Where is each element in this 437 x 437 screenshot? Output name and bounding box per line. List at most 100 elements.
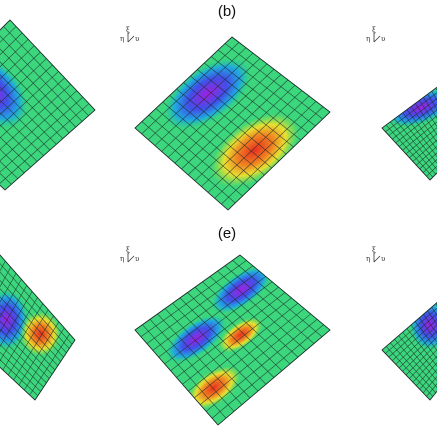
mesh-line — [0, 148, 25, 174]
mesh-line — [394, 118, 437, 171]
surface-fill — [135, 37, 330, 210]
mesh-line — [183, 82, 280, 162]
mesh-line — [24, 327, 65, 391]
surface-plot — [134, 254, 331, 426]
mesh-line — [148, 114, 243, 197]
mesh-line — [182, 297, 292, 385]
axis-arrow — [127, 35, 135, 43]
mesh-line — [149, 319, 235, 412]
mesh-line — [205, 319, 318, 412]
mesh-line — [194, 308, 305, 399]
mesh-line — [419, 100, 437, 128]
mesh-line — [201, 90, 303, 187]
axis-icon: ξη υ — [366, 26, 385, 43]
surface-fill — [135, 255, 330, 425]
mesh-line — [164, 308, 251, 399]
surface-edge — [381, 86, 437, 181]
mesh-line — [179, 297, 267, 385]
mesh-line — [0, 359, 39, 396]
mesh-line — [0, 328, 50, 379]
mesh-line — [409, 349, 437, 379]
mesh-line — [402, 112, 437, 157]
mesh-line — [172, 303, 259, 392]
mesh-line — [419, 317, 437, 343]
axis-icon-label: υ — [381, 255, 385, 263]
mesh-line — [0, 112, 44, 156]
surface-plot — [0, 19, 96, 191]
axis-icon: ξη υ — [120, 246, 139, 263]
surface-color — [211, 265, 272, 314]
mesh-line — [142, 324, 227, 419]
mesh-line — [0, 273, 17, 303]
surface-edge — [0, 254, 76, 401]
mesh-line — [0, 351, 41, 392]
mesh-line — [221, 106, 324, 205]
mesh-line — [207, 95, 310, 193]
mesh-line — [211, 324, 324, 419]
surface-plot — [134, 36, 331, 211]
surface-color — [187, 366, 241, 410]
mesh-line — [422, 158, 437, 173]
axis-icon-label: υ — [135, 255, 139, 263]
mesh-line — [188, 302, 299, 392]
mesh-line — [18, 321, 60, 386]
mesh-line — [0, 344, 44, 388]
mesh-line — [419, 152, 437, 170]
mesh-line — [0, 312, 56, 371]
mesh-line — [412, 355, 437, 383]
mesh-line — [410, 106, 437, 143]
mesh-line — [0, 161, 19, 179]
mesh-line — [176, 88, 272, 169]
mesh-line — [13, 315, 54, 381]
mesh-line — [169, 95, 265, 176]
mesh-line — [427, 310, 437, 326]
mesh-line — [406, 109, 437, 150]
panel-label: (e) — [218, 225, 236, 242]
mesh-line — [423, 97, 437, 119]
mesh-line — [214, 101, 317, 199]
mesh-line — [0, 99, 51, 151]
mesh-line — [385, 346, 434, 397]
mesh-line — [409, 133, 437, 158]
mesh-line — [157, 313, 243, 405]
mesh-line — [0, 51, 41, 92]
surface-plot — [0, 254, 76, 401]
axis-icon: ξη υ — [120, 26, 139, 43]
mesh-line — [162, 101, 258, 183]
surface-fill — [0, 20, 95, 190]
surface-color — [20, 311, 61, 356]
mesh-line — [0, 336, 47, 384]
axis-arrow — [373, 35, 381, 43]
mesh-line — [0, 39, 29, 68]
mesh-line — [194, 84, 296, 181]
mesh-line — [390, 342, 436, 394]
axis-icon-label: ξ — [126, 246, 130, 254]
mesh-line — [187, 292, 275, 378]
mesh-line — [0, 136, 31, 168]
mesh-line — [7, 309, 49, 376]
mesh-line — [422, 376, 437, 394]
axis-arrow — [373, 255, 381, 263]
axis-icon-label: υ — [135, 35, 139, 43]
mesh-line — [398, 335, 437, 382]
surface-base — [382, 300, 437, 400]
axis-icon-label: η — [366, 35, 370, 43]
surface-edge — [134, 36, 331, 211]
axis-icon: ξη υ — [366, 246, 385, 263]
mesh-line — [0, 320, 53, 375]
mesh-line — [423, 314, 437, 335]
mesh-line — [187, 79, 289, 176]
surface-edge — [134, 254, 331, 426]
mesh-line — [416, 362, 437, 386]
mesh-line — [141, 121, 236, 204]
mesh-line — [426, 383, 437, 397]
surface-plot — [381, 85, 437, 181]
surface-fill — [382, 85, 437, 180]
axis-icon-label: ξ — [372, 246, 376, 254]
mesh-line — [0, 32, 23, 56]
mesh-line — [2, 303, 44, 371]
surface-color — [166, 314, 227, 363]
surface-base — [382, 85, 437, 180]
